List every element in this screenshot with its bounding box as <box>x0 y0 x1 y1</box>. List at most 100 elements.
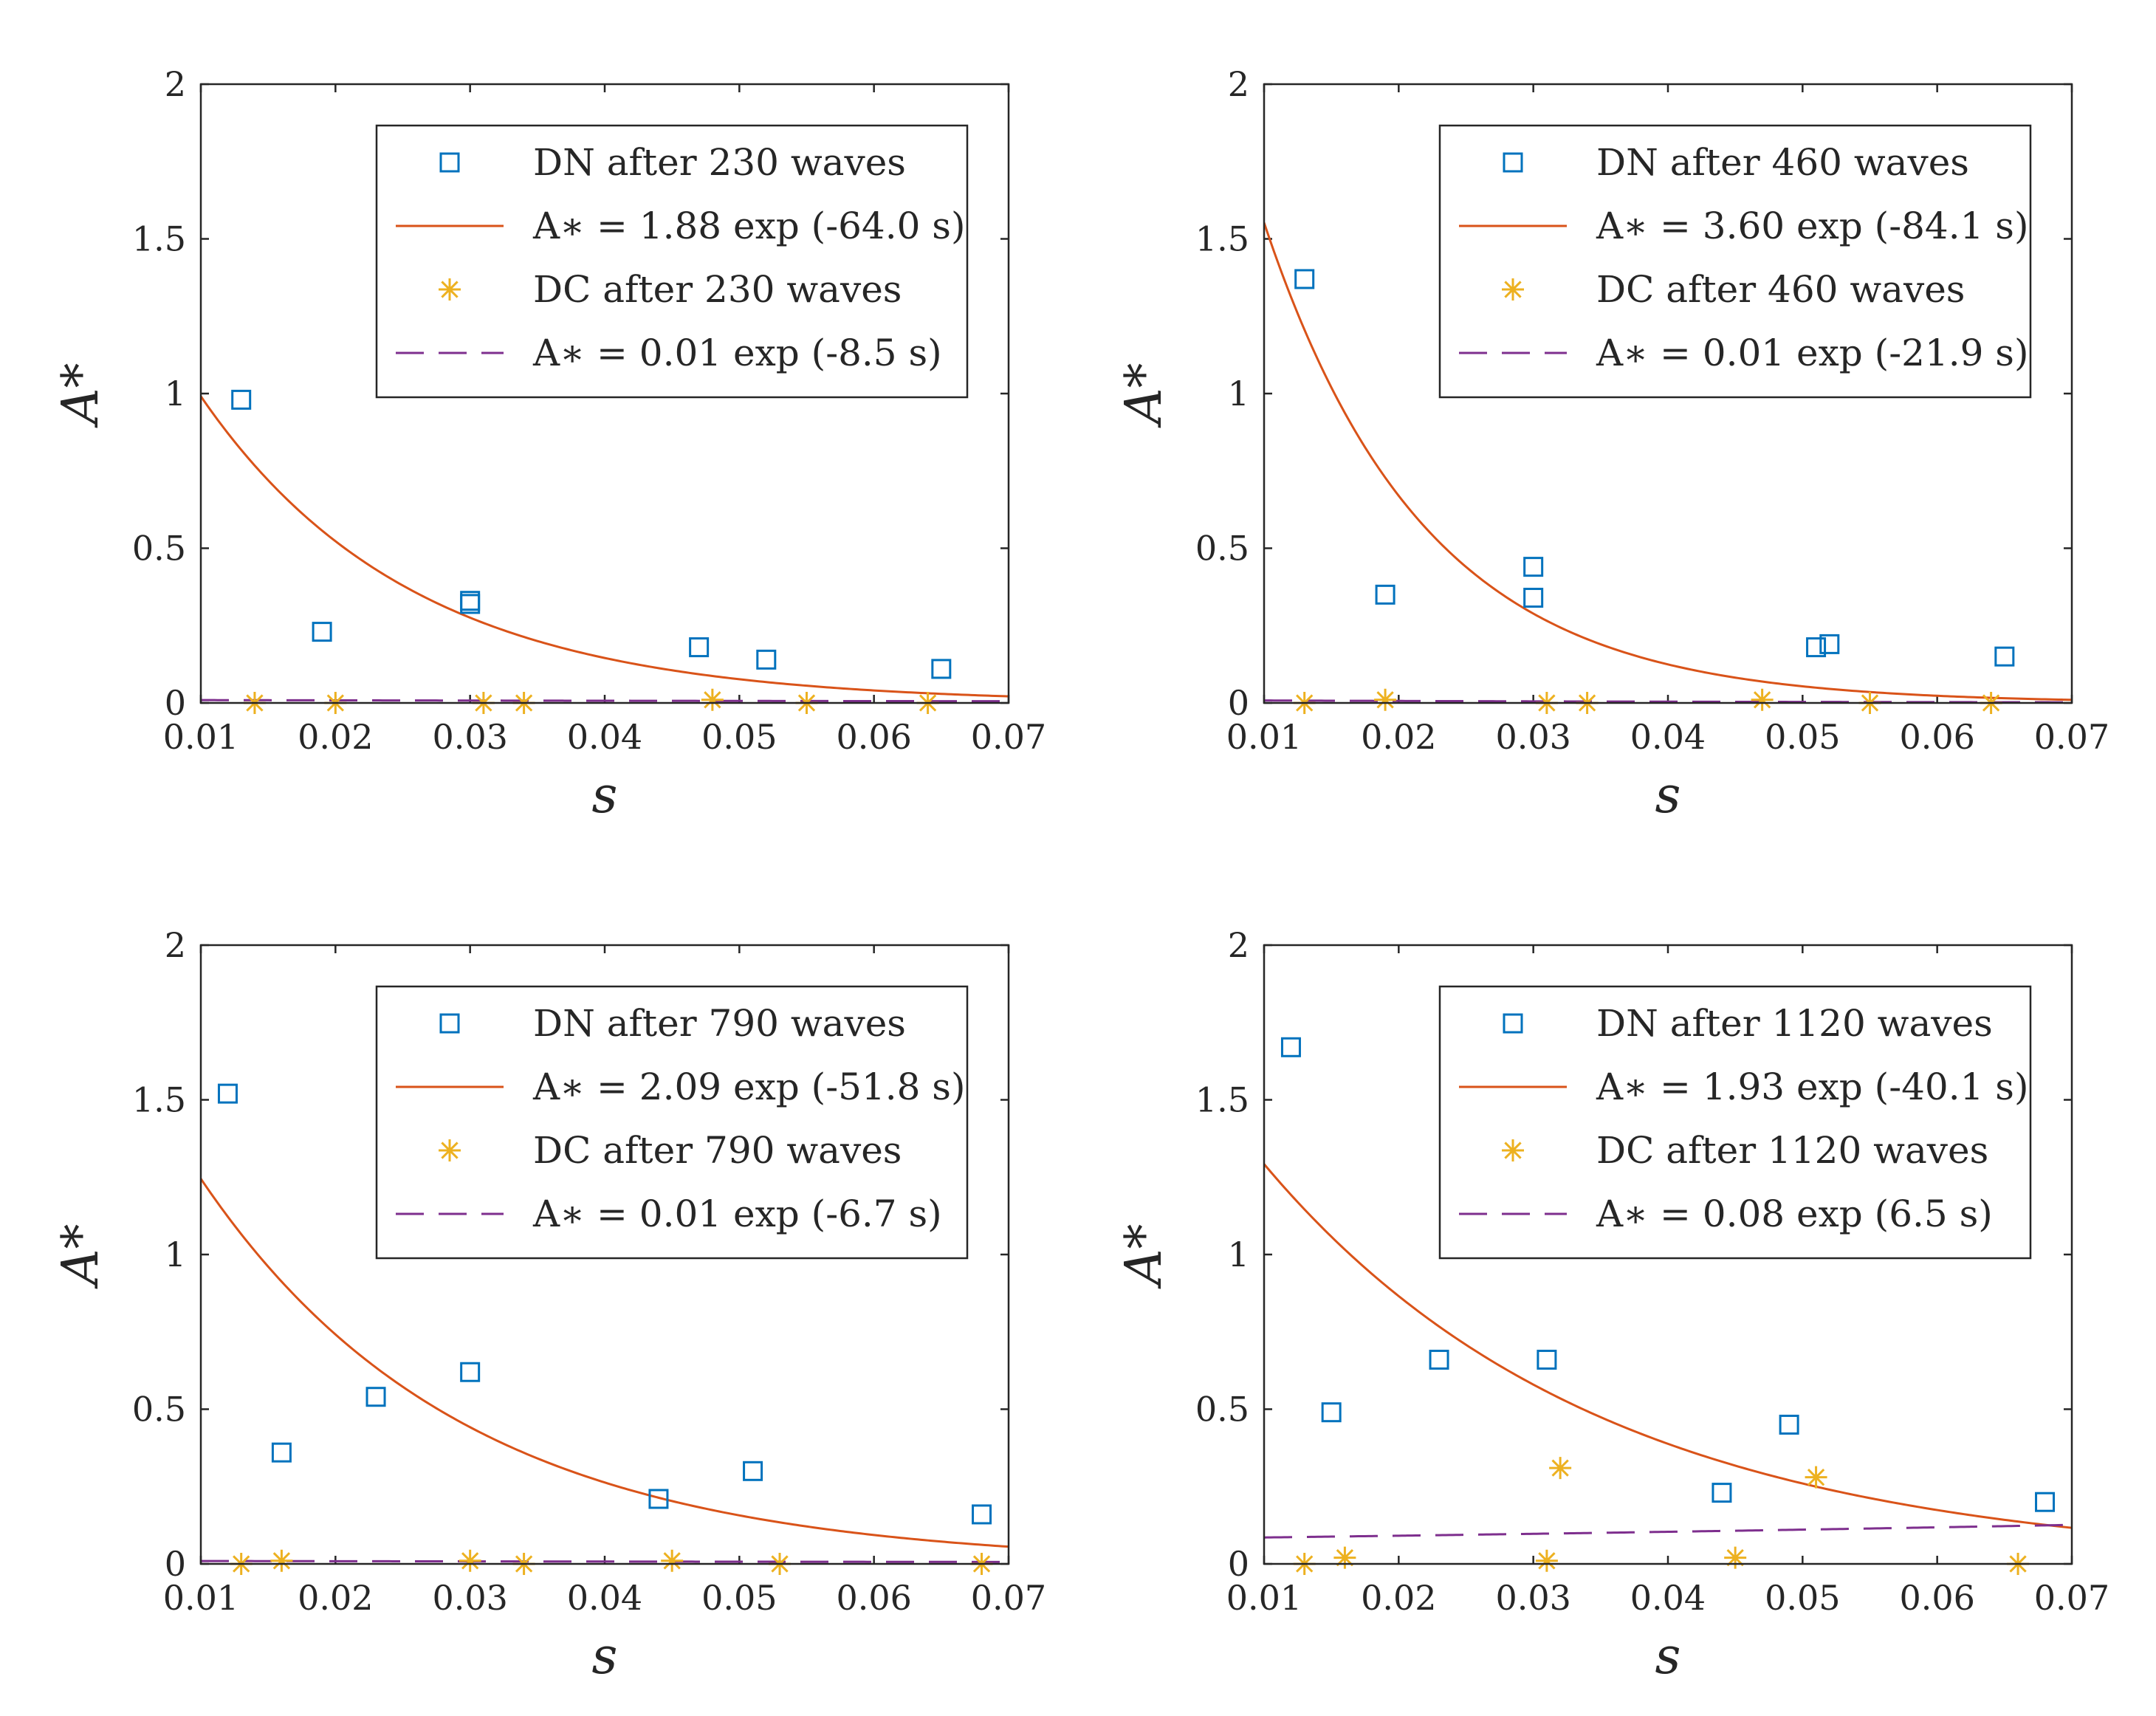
x-axis-label: s <box>592 1627 618 1686</box>
x-tick-label: 0.02 <box>1361 717 1436 757</box>
y-tick-label: 0.5 <box>1195 1390 1249 1430</box>
legend-label: A∗ = 1.93 exp (-40.1 s) <box>1596 1065 2028 1108</box>
y-tick-label: 2 <box>1228 925 1249 965</box>
plot-frame <box>1263 944 2073 1565</box>
x-tick-label: 0.04 <box>1630 1578 1706 1618</box>
legend: DN after 230 waves A∗ = 1.88 exp (-64.0 s… <box>375 124 969 399</box>
x-tick-label: 0.05 <box>1765 1578 1840 1618</box>
x-tick-label: 0.02 <box>298 1578 373 1618</box>
legend-label: DN after 460 waves <box>1596 141 1969 184</box>
dn-fit-curve <box>201 1178 1009 1548</box>
y-tick-label: 1 <box>165 1235 186 1274</box>
x-tick-label: 0.01 <box>1226 717 1302 757</box>
legend-label: DN after 230 waves <box>533 141 906 184</box>
dn-fit-curve <box>201 395 1009 698</box>
x-tick-label: 0.01 <box>163 717 238 757</box>
dn-data-point <box>460 1362 481 1382</box>
dn-data-point <box>972 1504 992 1525</box>
x-tick-label: 0.04 <box>567 1578 642 1618</box>
dn-data-point <box>1321 1402 1342 1423</box>
dn-data-point <box>648 1489 669 1509</box>
legend-box <box>375 985 969 1260</box>
dn-data-point <box>460 594 481 614</box>
dn-data-point <box>1712 1483 1732 1503</box>
legend-square-marker <box>439 152 460 173</box>
dn-data-point <box>365 1387 386 1407</box>
x-tick-label: 0.07 <box>2034 717 2109 757</box>
dn-data-point <box>1375 584 1395 605</box>
x-tick-label: 0.06 <box>1899 1578 1974 1618</box>
y-axis-label: A* <box>1115 1223 1173 1289</box>
y-tick-label: 0 <box>1228 1544 1249 1584</box>
dn-data-point <box>1806 637 1827 658</box>
dc-data-point <box>1805 1466 1827 1489</box>
dc-data-point <box>1333 1546 1356 1569</box>
dn-data-point <box>271 1442 292 1463</box>
dc-data-point <box>1549 1457 1572 1480</box>
x-tick-label: 0.07 <box>971 717 1046 757</box>
legend-asterisk-marker <box>1502 278 1524 301</box>
dc-data-point <box>1751 688 1774 711</box>
legend-box <box>1438 124 2032 399</box>
dn-data-point <box>312 622 332 642</box>
chart-panel-4: 0.01 0.02 0.03 0.04 0.05 0.06 0.07 0 0.5 1 1.5 2 s A*… <box>1115 925 2109 1686</box>
plot-frame <box>199 83 1010 704</box>
dc-data-point <box>1374 688 1397 711</box>
y-axis-label: A* <box>52 363 110 428</box>
legend-label: DC after 790 waves <box>533 1129 902 1172</box>
legend-label: DN after 1120 waves <box>1596 1002 1993 1045</box>
x-tick-label: 0.03 <box>432 1578 507 1618</box>
x-tick-label: 0.02 <box>298 717 373 757</box>
dn-data-point <box>1429 1349 1449 1370</box>
dn-data-point <box>931 659 952 679</box>
x-axis-label: s <box>1655 1627 1681 1686</box>
dn-data-point <box>756 649 777 670</box>
legend-asterisk-marker <box>439 1139 461 1161</box>
y-tick-label: 1.5 <box>132 1080 186 1120</box>
chart-panel-2: 0.01 0.02 0.03 0.04 0.05 0.06 0.07 0 0.5 1 1.5 2 s A*… <box>1115 64 2109 825</box>
dn-fit-curve <box>1264 1163 2072 1529</box>
y-tick-label: 1.5 <box>1195 219 1249 259</box>
legend-label: A∗ = 3.60 exp (-84.1 s) <box>1596 205 2028 247</box>
dc-data-point <box>270 1549 293 1572</box>
y-tick-label: 2 <box>165 925 186 965</box>
y-tick-label: 0 <box>165 683 186 723</box>
y-tick-label: 1 <box>165 374 186 413</box>
y-tick-label: 2 <box>1228 64 1249 104</box>
dn-data-point <box>1819 634 1840 654</box>
y-tick-label: 1 <box>1228 374 1249 413</box>
dc-fit-curve <box>1264 1523 2072 1539</box>
x-tick-label: 0.04 <box>567 717 642 757</box>
data-layer <box>201 1178 1009 1563</box>
legend-label: DC after 1120 waves <box>1596 1129 1988 1172</box>
legend-label: DC after 460 waves <box>1596 268 1965 311</box>
legend-square-marker <box>1503 1013 1523 1034</box>
legend-label: DN after 790 waves <box>533 1002 906 1045</box>
dc-fit-curve <box>201 1559 1009 1563</box>
x-tick-label: 0.03 <box>1495 1578 1570 1618</box>
y-tick-label: 1.5 <box>1195 1080 1249 1120</box>
dc-data-point <box>459 1549 481 1572</box>
legend-label: A∗ = 0.01 exp (-6.7 s) <box>532 1192 942 1235</box>
y-tick-label: 0 <box>165 1544 186 1584</box>
y-tick-label: 0 <box>1228 683 1249 723</box>
legend-label: A∗ = 0.08 exp (6.5 s) <box>1596 1192 1993 1235</box>
legend-label: DC after 230 waves <box>533 268 902 311</box>
dn-data-point <box>2035 1492 2056 1512</box>
dn-data-point <box>1523 588 1544 608</box>
dc-data-point <box>701 688 724 711</box>
x-tick-label: 0.07 <box>2034 1578 2109 1618</box>
legend-asterisk-marker <box>439 278 461 301</box>
y-tick-label: 0.5 <box>132 1390 186 1430</box>
x-tick-label: 0.03 <box>1495 717 1570 757</box>
legend-square-marker <box>1503 152 1523 173</box>
data-layer <box>1264 1163 2072 1539</box>
dc-data-point <box>661 1549 684 1572</box>
dn-data-point <box>217 1083 238 1104</box>
x-tick-label: 0.06 <box>836 717 911 757</box>
x-tick-label: 0.05 <box>701 717 777 757</box>
legend: DN after 1120 waves A∗ = 1.93 exp (-40.1 … <box>1438 985 2032 1260</box>
legend-box <box>375 124 969 399</box>
dn-fit-curve <box>1264 222 2072 701</box>
